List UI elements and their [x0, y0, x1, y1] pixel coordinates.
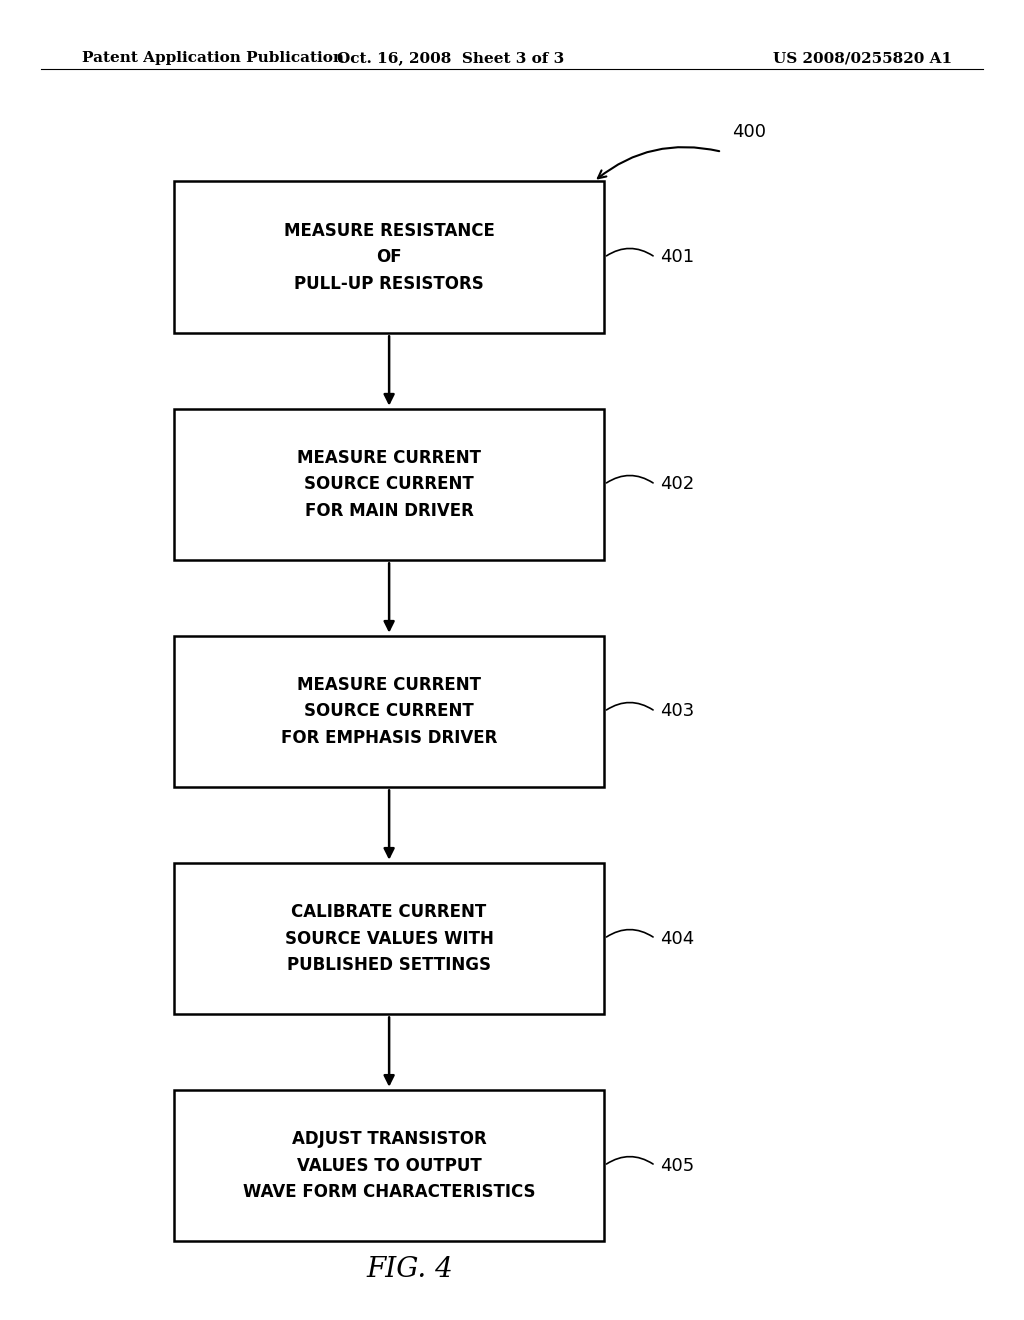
- Text: CALIBRATE CURRENT
SOURCE VALUES WITH
PUBLISHED SETTINGS: CALIBRATE CURRENT SOURCE VALUES WITH PUB…: [285, 903, 494, 974]
- Bar: [174, 1090, 604, 1241]
- Bar: [174, 635, 604, 787]
- Text: 405: 405: [660, 1156, 694, 1175]
- Text: 402: 402: [660, 475, 694, 494]
- Text: 404: 404: [660, 929, 694, 948]
- Text: MEASURE CURRENT
SOURCE CURRENT
FOR MAIN DRIVER: MEASURE CURRENT SOURCE CURRENT FOR MAIN …: [297, 449, 481, 520]
- Text: Oct. 16, 2008  Sheet 3 of 3: Oct. 16, 2008 Sheet 3 of 3: [337, 51, 564, 65]
- Bar: [174, 181, 604, 333]
- Text: Patent Application Publication: Patent Application Publication: [82, 51, 344, 65]
- Text: FIG. 4: FIG. 4: [367, 1257, 453, 1283]
- Bar: [174, 863, 604, 1014]
- Text: MEASURE CURRENT
SOURCE CURRENT
FOR EMPHASIS DRIVER: MEASURE CURRENT SOURCE CURRENT FOR EMPHA…: [281, 676, 498, 747]
- Text: 403: 403: [660, 702, 694, 721]
- Text: MEASURE RESISTANCE
OF
PULL-UP RESISTORS: MEASURE RESISTANCE OF PULL-UP RESISTORS: [284, 222, 495, 293]
- Text: US 2008/0255820 A1: US 2008/0255820 A1: [773, 51, 952, 65]
- Text: 400: 400: [732, 123, 766, 141]
- Bar: [174, 409, 604, 560]
- Text: ADJUST TRANSISTOR
VALUES TO OUTPUT
WAVE FORM CHARACTERISTICS: ADJUST TRANSISTOR VALUES TO OUTPUT WAVE …: [243, 1130, 536, 1201]
- Text: 401: 401: [660, 248, 694, 267]
